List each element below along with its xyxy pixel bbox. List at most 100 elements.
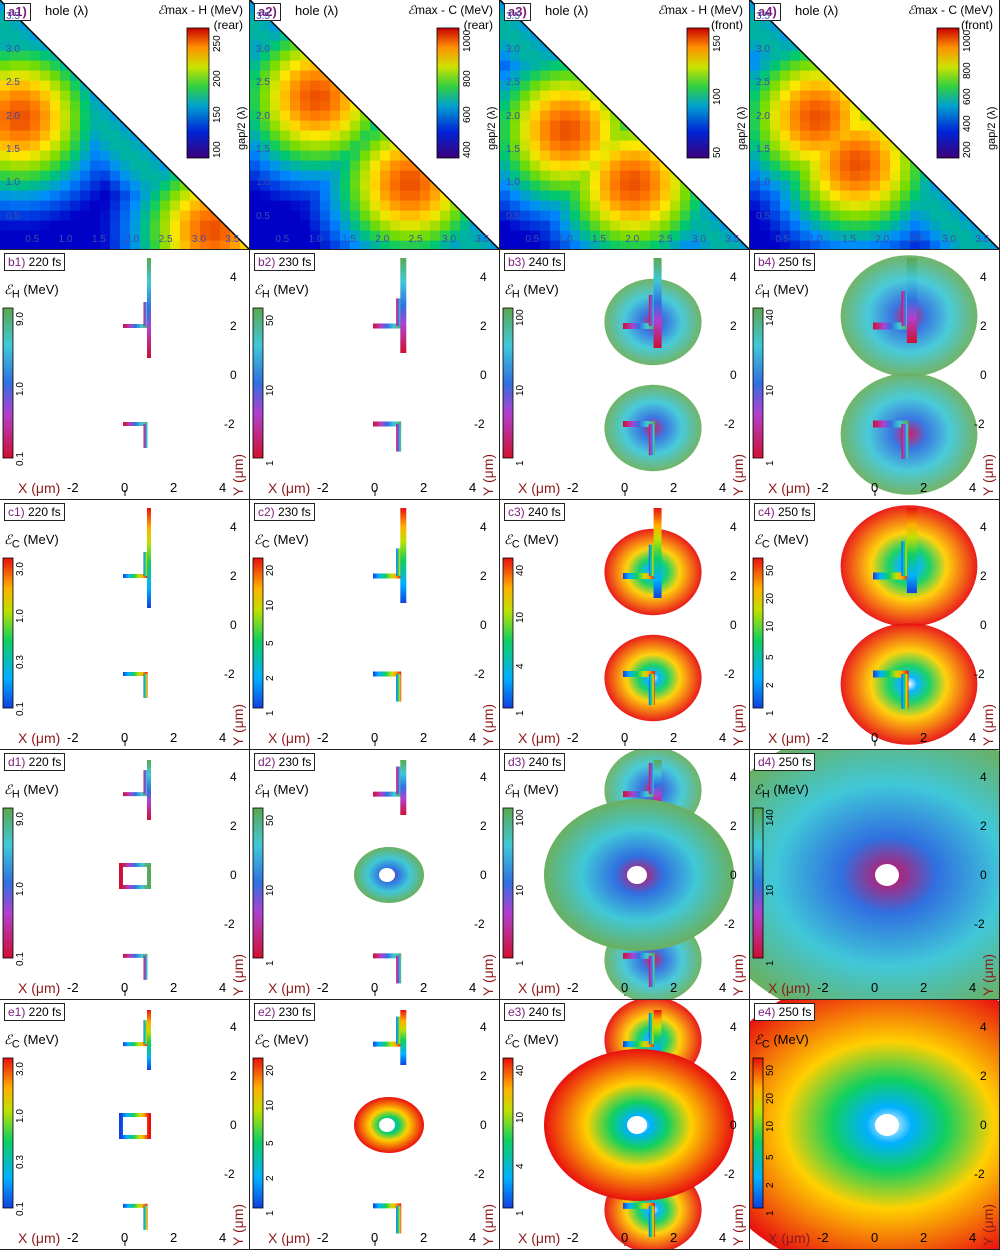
y-tick-label: 4 [730,520,737,534]
heatmap-cell [120,130,131,141]
heatmap-cell [830,110,841,121]
heatmap-cell [780,90,791,101]
heatmap-cell [380,200,391,211]
y-tick-label: 0 [730,1118,737,1132]
y-tick-label: 0 [980,618,987,632]
panel-tag: c4) 250 fs [754,503,815,521]
heatmap-cell [280,200,291,211]
target-structure [123,552,148,578]
heatmap-cell [760,50,771,61]
heatmap-cell [860,120,871,131]
heatmap-cell [810,210,821,221]
heatmap-cell [580,200,591,211]
heatmap-cell [20,240,31,249]
heatmap-cell [250,130,261,141]
y-tick-label: 3.5 [506,10,520,22]
heatmap-cell [570,160,581,171]
heatmap-cell [510,160,521,171]
heatmap-cell [660,230,671,241]
y-tick-label: 4 [230,1020,237,1034]
heatmap-cell [590,140,601,151]
y-axis-label: Y (μm) [480,453,496,496]
colorbar-title: ℰC (MeV) [254,1032,309,1051]
y-tick-label: 3.0 [506,44,520,55]
heatmap-cell [790,120,801,131]
heatmap-cell [280,90,291,101]
colorbar [252,1057,264,1209]
heatmap-cell [530,130,541,141]
heatmap-cell [350,220,361,231]
heatmap-cell [40,160,51,171]
heatmap-cell [310,100,321,111]
y-tick-label: 2.5 [506,77,520,89]
heatmap-cell [500,90,511,101]
heatmap-cell [330,150,341,161]
x-tick-label: 2.0 [625,234,640,245]
heatmap-cell [10,190,21,201]
heatmap-cell [560,240,571,249]
colorbar-tick-label: 10 [765,884,776,896]
heatmap-cell [270,210,281,221]
y-tick-label: 4 [730,770,737,784]
y-tick-label: 0 [230,1118,237,1132]
heatmap-cell [20,80,31,91]
heatmap-cell [270,80,281,91]
heatmap-cell [750,70,761,81]
heatmap-cell [0,60,11,71]
heatmap-cell [800,80,811,91]
x-tick-label: -2 [817,1230,829,1245]
heatmap-cell [310,130,321,141]
heatmap-cell [690,200,701,211]
heatmap-cell [910,220,921,231]
heatmap-cell [120,200,131,211]
heatmap-cell [500,140,511,151]
heatmap-cell [840,150,851,161]
heatmap-cell [910,180,921,191]
colorbar-tick-label: 10 [515,611,526,623]
heatmap-cell [450,220,461,231]
heatmap-cell [290,110,301,121]
heatmap-cell [820,230,831,241]
target-bar [623,1041,655,1048]
heatmap-cell [270,200,281,211]
panel-tag-time: 230 fs [275,755,312,769]
heatmap-cell [810,100,821,111]
heatmap-cell [260,220,271,231]
heatmap-cell [540,220,551,231]
heatmap-cell [260,240,271,249]
y-tick-label: 0.5 [256,210,270,222]
y-tick-label: 0 [730,368,737,382]
heatmap-cell [260,30,271,41]
heatmap-cell [540,150,551,161]
colorbar [436,27,460,159]
heatmap-cell [40,100,51,111]
y-tick-label: 4 [480,770,487,784]
heatmap-cell [10,80,21,91]
heatmap-cell [690,240,701,249]
target-bar [873,572,909,580]
heatmap-cell [410,230,421,241]
heatmap-cell [560,200,571,211]
heatmap-cell [550,230,561,241]
heatmap-cell [780,200,791,211]
colorbar-tick-label: 3.0 [15,1062,26,1076]
x-tick-label: 4 [219,480,227,495]
heatmap-cell [180,200,191,211]
heatmap-cell [930,220,941,231]
heatmap-cell [190,240,201,249]
heatmap-cell [90,150,101,161]
energy-map-svg [252,508,407,746]
heatmap-cell [270,60,281,71]
heatmap-cell [20,110,31,121]
heatmap-cell [250,70,261,81]
heatmap-cell [320,90,331,101]
colorbar [686,27,710,159]
heatmap-cell [920,240,931,249]
heatmap-cell [280,190,291,201]
heatmap-cell [50,60,61,71]
heatmap-cell [540,160,551,171]
heatmap-cell [190,210,201,221]
heatmap-cell [750,140,761,151]
colorbar-title: ℰC (MeV) [4,1032,59,1051]
